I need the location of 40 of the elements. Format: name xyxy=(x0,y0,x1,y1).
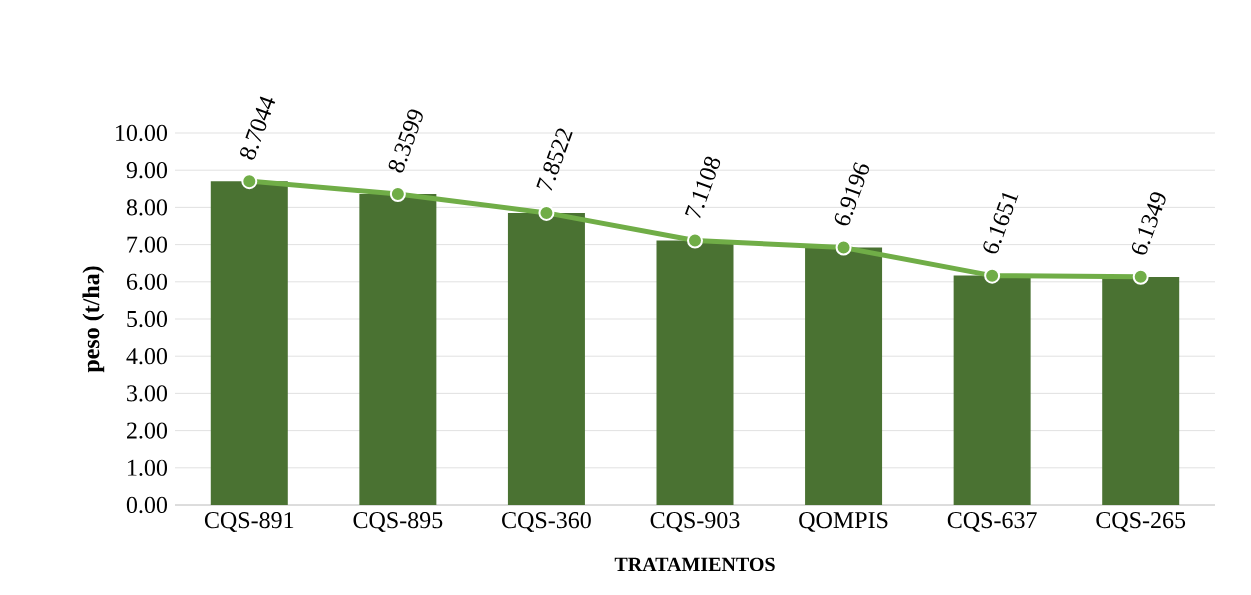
x-tick-label: CQS-637 xyxy=(947,512,1037,532)
point xyxy=(835,239,852,256)
x-tick-label: CQS-265 xyxy=(1096,512,1186,532)
y-tick-label: 10.00 xyxy=(116,124,168,142)
y-tick-label: 2.00 xyxy=(127,422,168,439)
point xyxy=(389,186,406,203)
y-tick-label: 1.00 xyxy=(128,459,168,476)
point xyxy=(687,232,703,249)
data-label: 7.8522 xyxy=(536,128,573,191)
x-axis-title: TRATAMIENTOS xyxy=(614,557,775,572)
x-tick-label: CQS-895 xyxy=(353,512,443,532)
x-tick-label: QOMPIS xyxy=(799,512,888,532)
bar xyxy=(359,194,437,505)
y-tick-label: 0.00 xyxy=(126,496,168,514)
y-tick-label: 3.00 xyxy=(127,385,168,402)
y-tick-label: 4.00 xyxy=(126,348,168,365)
data-label: 8.7044 xyxy=(240,96,276,160)
data-label: 6.1651 xyxy=(983,192,1019,254)
y-tick-label: 6.00 xyxy=(126,273,168,290)
y-tick-label: 8.00 xyxy=(126,199,168,216)
bar xyxy=(210,181,288,505)
y-tick-label: 9.00 xyxy=(126,162,168,179)
bar xyxy=(507,212,585,505)
bar xyxy=(805,247,883,505)
data-label: 7.1108 xyxy=(684,156,721,219)
x-tick-label: CQS-360 xyxy=(502,512,591,532)
data-label: 6.1349 xyxy=(1131,192,1166,255)
bar xyxy=(953,275,1031,505)
y-tick-label: 7.00 xyxy=(127,236,168,253)
data-label: 8.3599 xyxy=(388,109,423,173)
point xyxy=(984,267,1001,284)
x-tick-label: CQS-903 xyxy=(650,512,740,532)
bar xyxy=(1102,276,1180,505)
point xyxy=(1132,268,1149,285)
data-label: 6.9196 xyxy=(834,162,869,226)
x-tick-label: CQS-891 xyxy=(204,512,294,532)
bar xyxy=(656,240,734,505)
point xyxy=(241,173,258,190)
y-tick-label: 5.00 xyxy=(127,310,168,328)
y-axis-title: peso (t/ha) xyxy=(82,266,105,373)
